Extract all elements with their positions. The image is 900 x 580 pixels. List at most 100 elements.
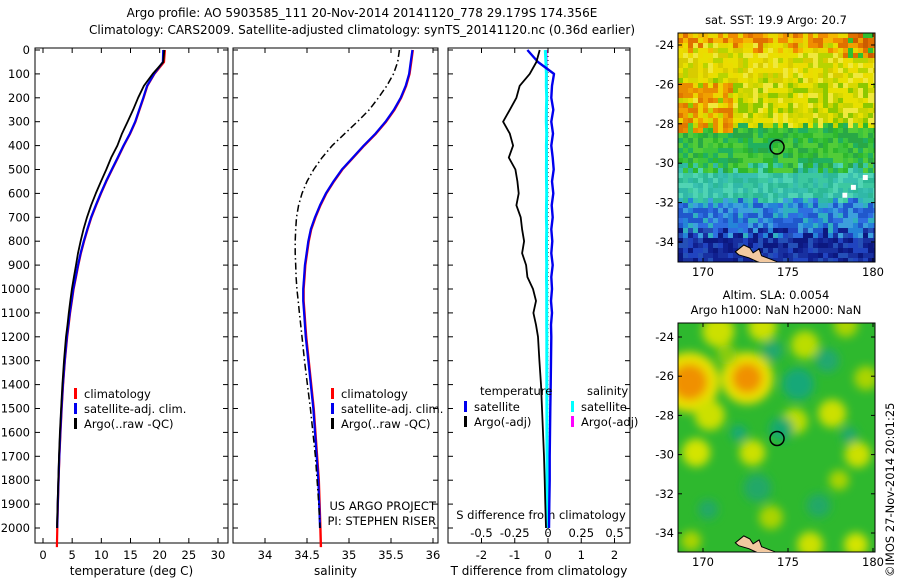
depth-tick-label: 1200 <box>1 330 30 344</box>
depth-tick-label: 1900 <box>1 497 30 511</box>
missing-data-cell <box>842 192 848 198</box>
lat-tick-label: -32 <box>655 196 674 210</box>
series-climatology <box>302 49 414 548</box>
coastline <box>734 535 777 552</box>
series-t-argo-adj- <box>502 49 547 529</box>
panel-difference-profile: -2 -1 0 1 2 S difference from climatology -0.5… <box>447 47 631 562</box>
missing-data-cell <box>850 184 856 190</box>
legend-item-label: Argo(-adj) <box>581 414 639 429</box>
legend-salinity-panel: climatology satellite-adj. clim. Argo(..ra… <box>331 386 443 431</box>
lat-tick-label: -24 <box>655 38 674 52</box>
series-satellite-adj-clim- <box>302 49 414 529</box>
series-t-satellite <box>526 49 556 529</box>
x-tick-label: 0 <box>544 548 551 562</box>
legend-item-label: Argo(..raw -QC) <box>84 416 174 431</box>
s-axis-tick-label: -0.5 <box>470 526 492 540</box>
series-satellite-adj-clim- <box>56 49 165 529</box>
legend-marker <box>331 388 334 399</box>
legend-item: Argo(-adj) <box>464 414 552 429</box>
series-argo-raw-qc- <box>56 49 166 529</box>
x-tick-label: 35 <box>342 548 357 562</box>
legend-item: climatology <box>331 386 443 401</box>
axes-box <box>447 47 631 544</box>
x-tick-label: 25 <box>182 548 197 562</box>
legend-column-header: salinity <box>587 384 629 398</box>
figure-title: Argo profile: AO 5903585_111 20-Nov-2014… <box>126 6 598 20</box>
depth-tick-label: 900 <box>8 258 30 272</box>
depth-tick-label: 0 <box>23 43 30 57</box>
legend-item-label: satellite <box>581 399 627 414</box>
x-tick-label: -2 <box>476 548 487 562</box>
sla-map-title: Altim. SLA: 0.0054 <box>722 288 830 302</box>
coastline <box>734 244 778 262</box>
series-s-satellite <box>543 49 549 528</box>
depth-tick-label: 1000 <box>1 282 30 296</box>
depth-tick-label: 1700 <box>1 449 30 463</box>
argo-position-marker <box>769 430 785 447</box>
panel-temperature-profile: 0 5 10 15 20 25 300100200300400500600700800900… <box>1 43 229 562</box>
depth-tick-label: 600 <box>8 186 30 200</box>
legend-marker <box>464 401 467 412</box>
depth-tick-label: 500 <box>8 163 30 177</box>
lat-tick-label: -34 <box>655 235 674 249</box>
legend-item: satellite-adj. clim. <box>74 401 186 416</box>
legend-item: climatology <box>74 386 186 401</box>
lat-tick-label: -30 <box>655 448 674 462</box>
argo-position-marker <box>769 139 785 155</box>
legend-difference-salinity: salinity satellite Argo(-adj) <box>571 384 638 429</box>
x-tick-label: 2 <box>611 548 618 562</box>
salinity-axis-label: salinity <box>313 564 358 578</box>
x-tick-label: 34.5 <box>294 548 320 562</box>
legend-item: Argo(..raw -QC) <box>331 416 443 431</box>
s-axis-tick-label: 0.5 <box>605 526 623 540</box>
depth-tick-label: 400 <box>8 139 30 153</box>
depth-tick-label: 2000 <box>1 521 30 535</box>
s-axis-tick-label: 0.25 <box>568 526 594 540</box>
depth-tick-label: 100 <box>8 67 30 81</box>
legend-item: Argo(..raw -QC) <box>74 416 186 431</box>
x-tick-label: 5 <box>69 548 76 562</box>
sla-map-subtitle: Argo h1000: NaN h2000: NaN <box>690 303 862 317</box>
depth-tick-label: 1300 <box>1 354 30 368</box>
legend-item-label: satellite <box>474 399 520 414</box>
project-annotation: US ARGO PROJECT PI: STEPHEN RISER <box>276 499 437 529</box>
legend-difference-temperature: temperature satellite Argo(-adj) <box>464 384 552 429</box>
legend-marker <box>74 403 77 414</box>
lon-tick-label: 180 <box>862 265 884 279</box>
s-axis-label: S difference from climatology <box>456 508 626 522</box>
legend-item: satellite <box>464 399 552 414</box>
panel-sst-map: 170 175 180 -24 -26 -28 -30 -32 -34 <box>655 32 884 279</box>
depth-tick-label: 1500 <box>1 402 30 416</box>
legend-marker <box>331 403 334 414</box>
legend-item-label: satellite-adj. clim. <box>341 401 444 416</box>
missing-data-cell <box>862 175 868 181</box>
depth-tick-label: 1800 <box>1 473 30 487</box>
depth-tick-label: 800 <box>8 234 30 248</box>
legend-item-label: climatology <box>84 386 151 401</box>
x-tick-label: 1 <box>578 548 585 562</box>
figure-subtitle: Climatology: CARS2009. Satellite-adjuste… <box>88 23 636 37</box>
lon-tick-label: 170 <box>692 265 714 279</box>
lat-tick-label: -32 <box>655 487 674 501</box>
depth-tick-label: 1400 <box>1 378 30 392</box>
legend-marker <box>464 416 467 427</box>
panel-salinity-profile: 34 34.5 35 35.5 36 <box>232 47 440 562</box>
lat-tick-label: -26 <box>655 369 674 383</box>
legend-column-header: temperature <box>480 384 553 398</box>
panel-sla-map: 170 175 180 -24 -26 -28 -30 -32 -34 <box>655 322 884 569</box>
difference-axis-label: T difference from climatology <box>450 564 628 578</box>
s-axis-tick-label: -0.25 <box>500 526 530 540</box>
depth-tick-label: 1600 <box>1 425 30 439</box>
lat-tick-label: -34 <box>655 526 674 540</box>
legend-marker <box>74 418 77 429</box>
series-argo-raw-qc- <box>294 49 401 529</box>
lat-tick-label: -30 <box>655 156 674 170</box>
legend-item: satellite <box>571 399 638 414</box>
sst-map-title: sat. SST: 19.9 Argo: 20.7 <box>705 13 847 27</box>
lat-tick-label: -28 <box>655 408 674 422</box>
project-annotation-line1: US ARGO PROJECT <box>329 499 436 513</box>
lon-tick-label: 175 <box>777 265 799 279</box>
depth-tick-label: 1100 <box>1 306 30 320</box>
s-axis-tick-label: 0 <box>544 526 551 540</box>
x-tick-label: 20 <box>152 548 167 562</box>
